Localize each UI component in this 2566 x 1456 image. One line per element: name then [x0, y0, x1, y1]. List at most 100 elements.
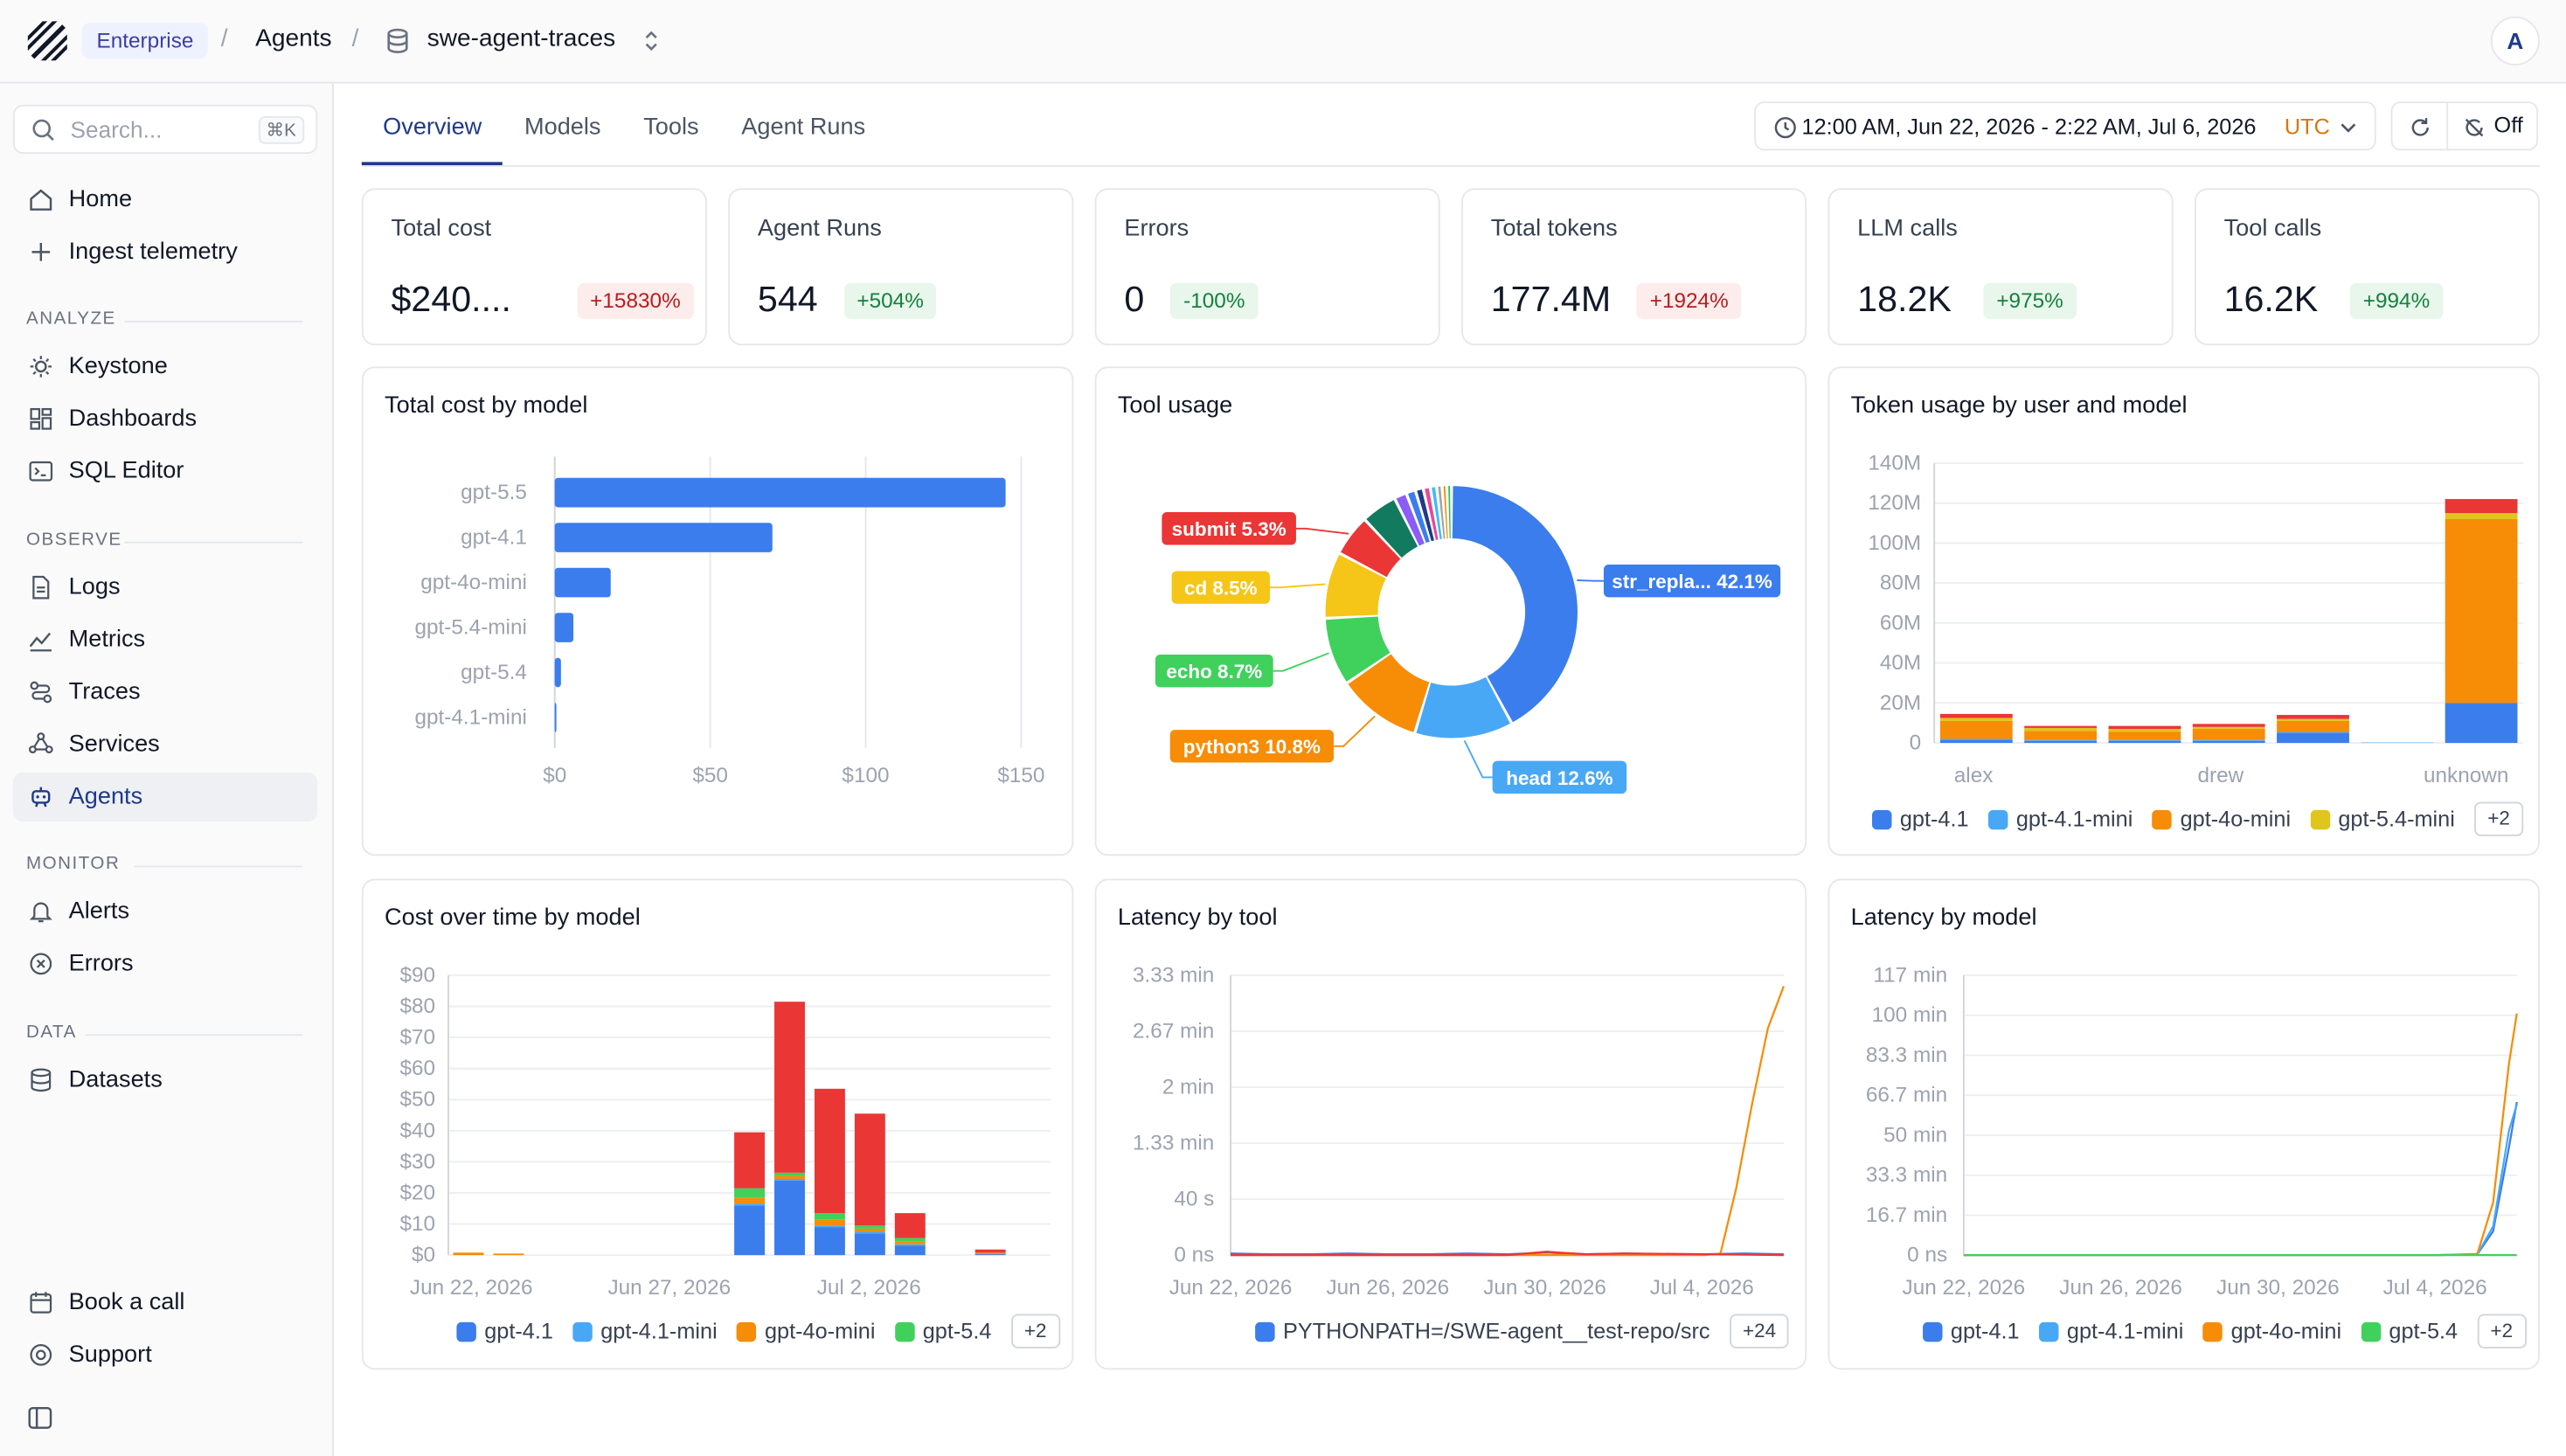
pie-slice[interactable]: [1341, 521, 1401, 578]
bar-segment[interactable]: [774, 1172, 805, 1176]
breadcrumb-agents[interactable]: Agents: [255, 24, 332, 52]
bar-segment[interactable]: [894, 1244, 926, 1246]
bar-segment[interactable]: [2024, 731, 2098, 740]
bar-segment[interactable]: [2277, 718, 2349, 721]
pie-slice[interactable]: [1325, 616, 1390, 682]
bar-segment[interactable]: [2108, 739, 2181, 741]
bar-segment[interactable]: [734, 1203, 766, 1206]
search-input[interactable]: Search... ⌘K: [12, 104, 318, 155]
date-range-picker[interactable]: 12:00 AM, Jun 22, 2026 - 2:22 AM, Jul 6,…: [1754, 101, 2376, 151]
sidebar-item-book-a-call[interactable]: Book a call: [13, 1278, 317, 1327]
bar-segment[interactable]: [1939, 739, 2013, 744]
legend-item[interactable]: gpt-4.1-mini: [1988, 807, 2133, 831]
sidebar-item-agents[interactable]: Agents: [12, 772, 318, 822]
tab-overview[interactable]: Overview: [361, 83, 504, 166]
bar-segment[interactable]: [974, 1252, 1006, 1255]
bar-segment[interactable]: [2192, 739, 2265, 741]
bar-segment[interactable]: [814, 1213, 845, 1220]
bar-segment[interactable]: [814, 1219, 845, 1226]
pie-slice[interactable]: [1408, 491, 1430, 544]
bar-segment[interactable]: [1939, 738, 2013, 740]
legend-item[interactable]: gpt-4o-mini: [2202, 1319, 2341, 1343]
bar[interactable]: [554, 523, 773, 552]
series-line[interactable]: [1231, 1251, 1784, 1257]
bar-segment[interactable]: [854, 1233, 885, 1256]
kpi-card-total-cost[interactable]: Total cost $240.... +15830%: [361, 188, 707, 346]
bar-segment[interactable]: [854, 1228, 885, 1232]
series-line[interactable]: [1963, 1104, 2518, 1257]
kpi-card-llm-calls[interactable]: LLM calls 18.2K +975%: [1827, 188, 2174, 346]
bar-segment[interactable]: [854, 1225, 885, 1229]
bar-segment[interactable]: [2192, 724, 2265, 727]
bar-segment[interactable]: [974, 1249, 1006, 1253]
bar[interactable]: [554, 703, 557, 732]
auto-refresh-label[interactable]: Off: [2493, 113, 2523, 138]
bar-segment[interactable]: [2024, 739, 2098, 741]
project-selector[interactable]: swe-agent-traces: [427, 24, 616, 52]
bar-segment[interactable]: [2108, 729, 2181, 732]
sidebar-item-traces[interactable]: Traces: [13, 668, 317, 717]
sidebar-item-services[interactable]: Services: [13, 720, 317, 769]
bar[interactable]: [554, 477, 1006, 508]
avatar[interactable]: A: [2490, 16, 2540, 66]
legend-item[interactable]: gpt-5.4-mini: [2310, 807, 2455, 831]
sidebar-item-sql-editor[interactable]: SQL Editor: [13, 447, 317, 496]
bar-segment[interactable]: [2024, 727, 2098, 731]
pie-slice[interactable]: [1452, 486, 1578, 723]
series-line[interactable]: [1963, 1101, 2518, 1257]
sidebar-item-datasets[interactable]: Datasets: [13, 1056, 317, 1105]
bar-segment[interactable]: [2277, 720, 2349, 732]
kpi-card-errors[interactable]: Errors 0 -100%: [1094, 188, 1440, 346]
pie-slice[interactable]: [1425, 488, 1439, 540]
chevron-up-down-icon[interactable]: [642, 30, 661, 52]
bar-segment[interactable]: [2445, 513, 2518, 519]
legend-item[interactable]: gpt-5.4: [894, 1319, 991, 1343]
bar-segment[interactable]: [814, 1227, 845, 1256]
logo-icon[interactable]: [26, 19, 69, 62]
bar-segment[interactable]: [894, 1238, 926, 1242]
bar-segment[interactable]: [2192, 729, 2265, 740]
legend-item[interactable]: gpt-4.1-mini: [2039, 1319, 2183, 1343]
pie-slice[interactable]: [1438, 486, 1446, 539]
legend-item[interactable]: gpt-5.4: [2361, 1319, 2458, 1343]
bar-segment[interactable]: [2192, 740, 2265, 744]
bar-segment[interactable]: [2108, 740, 2181, 744]
bar-segment[interactable]: [814, 1088, 845, 1214]
legend-item[interactable]: gpt-4o-mini: [2152, 807, 2291, 831]
kpi-card-agent-runs[interactable]: Agent Runs 544 +504%: [728, 188, 1074, 346]
sidebar-item-ingest-telemetry[interactable]: Ingest telemetry: [13, 227, 317, 276]
sidebar-item-home[interactable]: Home: [13, 175, 317, 224]
bar-segment[interactable]: [734, 1205, 766, 1256]
bar-segment[interactable]: [2108, 725, 2181, 730]
bar-segment[interactable]: [894, 1241, 926, 1245]
bar-segment[interactable]: [854, 1231, 885, 1234]
pie-slice[interactable]: [1432, 487, 1442, 540]
kpi-card-tool-calls[interactable]: Tool calls 16.2K +994%: [2194, 188, 2540, 346]
legend-item[interactable]: gpt-4.1: [1872, 807, 1969, 831]
pie-slice[interactable]: [1396, 495, 1425, 546]
bar-segment[interactable]: [2192, 726, 2265, 730]
bar-segment[interactable]: [734, 1197, 766, 1204]
pie-slice[interactable]: [1416, 676, 1510, 738]
legend-more-button[interactable]: +24: [1730, 1314, 1790, 1349]
legend-item[interactable]: PYTHONPATH=/SWE-agent__test-repo/src: [1255, 1319, 1710, 1343]
legend-item[interactable]: gpt-4.1-mini: [572, 1319, 718, 1343]
tab-tools[interactable]: Tools: [643, 114, 699, 142]
bar-segment[interactable]: [774, 1178, 805, 1181]
bar-segment[interactable]: [894, 1245, 926, 1256]
bar-segment[interactable]: [774, 1175, 805, 1179]
tab-agent-runs[interactable]: Agent Runs: [741, 114, 866, 142]
bar-segment[interactable]: [1939, 718, 2013, 721]
sidebar-item-logs[interactable]: Logs: [13, 563, 317, 612]
auto-refresh-off-icon[interactable]: [2463, 116, 2486, 139]
bar[interactable]: [554, 657, 561, 688]
pie-slice[interactable]: [1325, 554, 1386, 617]
bar-segment[interactable]: [974, 1254, 1006, 1256]
bar-segment[interactable]: [2108, 731, 2181, 740]
sidebar-item-support[interactable]: Support: [13, 1330, 317, 1379]
legend-more-button[interactable]: +2: [2477, 1314, 2527, 1349]
bar-segment[interactable]: [2024, 740, 2098, 744]
bar-segment[interactable]: [2277, 731, 2349, 733]
bar-segment[interactable]: [2445, 703, 2518, 744]
pie-slice[interactable]: [1448, 486, 1451, 539]
